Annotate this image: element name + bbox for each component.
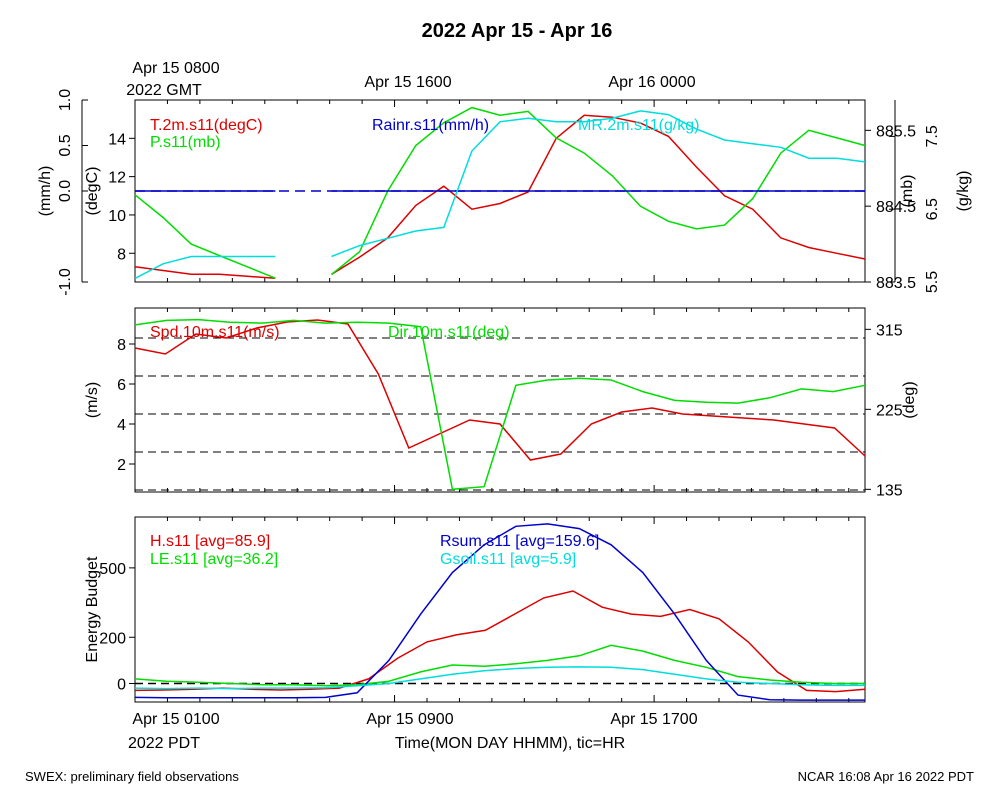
y-tick-label-left: 200 xyxy=(99,630,126,647)
y-tick-label-left: 8 xyxy=(117,337,126,354)
y-tick-label-left: 4 xyxy=(117,417,126,434)
legend-entry: T.2m.s11(degC) xyxy=(150,117,263,134)
y-tick-label-right_inner: 884.5 xyxy=(876,199,916,216)
y-axis-label-left_outer: (mm/h) xyxy=(37,166,54,217)
y-tick-label-left: 0 xyxy=(117,677,126,694)
y-tick-label-right: 135 xyxy=(876,482,903,499)
footer-right: NCAR 16:08 Apr 16 2022 PDT xyxy=(798,769,974,784)
legend-entry: H.s11 [avg=85.9] xyxy=(150,533,270,550)
y-axis-label-left: Energy Budget xyxy=(84,556,101,662)
series-line-red xyxy=(134,319,866,461)
gmt-tick-label-2: Apr 16 0000 xyxy=(608,74,695,91)
plot-panels: -1.0 0.0 0.5 1.0 (mm/h) 8 10 12 14 (degC) 883.5 884… xyxy=(37,89,972,703)
legend-entry: Gsoil.s11 [avg=5.9] xyxy=(440,551,576,568)
series-line-green xyxy=(134,318,866,491)
y-tick-label-left_inner: 10 xyxy=(108,208,126,225)
gmt-first-label-line2: 2022 GMT xyxy=(126,82,202,99)
chart-title: 2022 Apr 15 - Apr 16 xyxy=(422,20,613,42)
y-tick-label-right_inner: 885.5 xyxy=(876,123,916,140)
y-tick-label-left_inner: 8 xyxy=(117,246,126,263)
y-axis-label-right_outer: (g/kg) xyxy=(955,171,972,212)
y-tick-label-left_outer: 1.0 xyxy=(57,89,74,111)
series-line-red xyxy=(134,590,866,693)
pdt-label: 2022 PDT xyxy=(128,735,200,752)
y-tick-label-right_outer: 6.5 xyxy=(924,198,941,220)
y-axis-label-right_inner: (mb) xyxy=(899,175,916,208)
y-tick-label-left: 6 xyxy=(117,377,126,394)
y-tick-label-left_outer: -1.0 xyxy=(57,268,74,296)
series-line-cyan xyxy=(134,666,865,690)
y-tick-label-left_outer: 0.5 xyxy=(57,134,74,156)
x-axis-label: Time(MON DAY HHMM), tic=HR xyxy=(395,735,625,752)
panel-frame-middle xyxy=(134,307,866,493)
y-tick-label-left_inner: 12 xyxy=(108,170,126,187)
series-line-green xyxy=(134,106,866,279)
y-tick-label-right_inner: 883.5 xyxy=(876,275,916,292)
y-tick-label-left: 2 xyxy=(117,457,126,474)
pdt-tick-label-1: Apr 15 0100 xyxy=(132,711,219,728)
panel-frame-bottom xyxy=(134,516,866,703)
y-tick-label-left: 500 xyxy=(99,561,126,578)
legend-entry: LE.s11 [avg=36.2] xyxy=(150,551,278,568)
y-tick-label-right_outer: 7.5 xyxy=(924,125,941,147)
y-axis-label-right: (deg) xyxy=(901,381,918,418)
y-tick-label-right: 225 xyxy=(876,402,903,419)
legend-entry: Spd.10m.s11(m/s) xyxy=(150,324,280,341)
y-tick-label-left_outer: 0.0 xyxy=(57,180,74,202)
series-line-blue xyxy=(134,523,865,701)
legend-entry: Rsum.s11 [avg=159.6] xyxy=(440,533,599,550)
y-axis-label-left: (m/s) xyxy=(84,382,101,418)
y-tick-label-right_outer: 5.5 xyxy=(924,271,941,293)
legend-entry: P.s11(mb) xyxy=(150,134,221,151)
y-axis-label-left_inner: (degC) xyxy=(84,167,101,216)
y-tick-label-right: 315 xyxy=(876,322,903,339)
pdt-tick-label-2: Apr 15 0900 xyxy=(366,711,453,728)
gmt-tick-label-1: Apr 15 1600 xyxy=(364,74,451,91)
pdt-tick-label-3: Apr 15 1700 xyxy=(610,711,697,728)
series-line-cyan xyxy=(134,110,866,280)
legend-entry: Rainr.s11(mm/h) xyxy=(372,117,489,134)
gmt-first-label-line1: Apr 15 0800 xyxy=(132,60,219,77)
legend-entry: Dir.10m.s11(deg) xyxy=(388,324,510,341)
footer-left: SWEX: preliminary field observations xyxy=(25,769,239,784)
series-line-green xyxy=(134,644,865,687)
series-line-red xyxy=(134,114,866,279)
y-tick-label-left_inner: 14 xyxy=(108,131,126,148)
legend-entry: MR.2m.s11(g/kg) xyxy=(578,117,700,134)
